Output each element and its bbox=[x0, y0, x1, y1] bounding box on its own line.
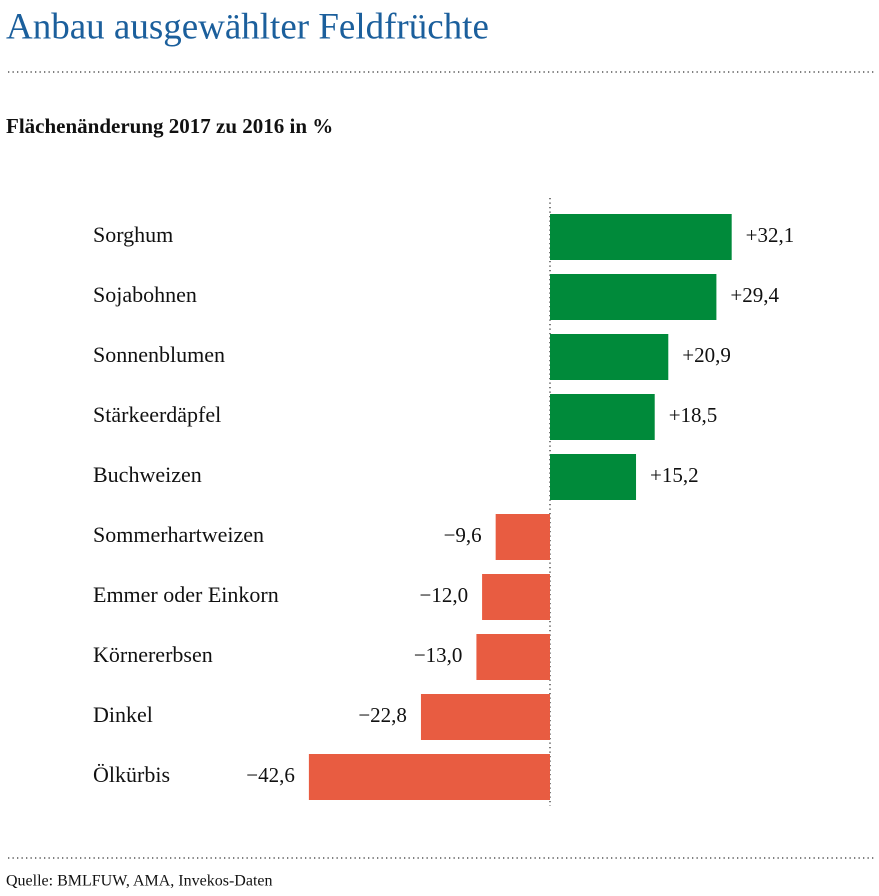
value-label: −12,0 bbox=[419, 583, 468, 607]
category-label: Emmer oder Einkorn bbox=[93, 582, 279, 607]
subtitle: Flächenänderung 2017 zu 2016 in % bbox=[6, 114, 333, 138]
bar bbox=[476, 634, 550, 680]
bar bbox=[495, 514, 550, 560]
value-label: +32,1 bbox=[746, 223, 795, 247]
bar bbox=[550, 454, 637, 500]
value-label: +29,4 bbox=[730, 283, 779, 307]
category-label: Stärkeerdäpfel bbox=[93, 402, 221, 427]
category-label: Sonnenblumen bbox=[93, 342, 225, 367]
category-label: Dinkel bbox=[93, 702, 153, 727]
value-label: −13,0 bbox=[414, 643, 463, 667]
category-label: Sommerhartweizen bbox=[93, 522, 264, 547]
bar bbox=[420, 694, 550, 740]
category-label: Ölkürbis bbox=[93, 762, 170, 787]
category-label: Buchweizen bbox=[93, 462, 202, 487]
bar bbox=[550, 214, 732, 260]
value-label: −9,6 bbox=[444, 523, 482, 547]
value-label: +20,9 bbox=[682, 343, 731, 367]
bar bbox=[482, 574, 550, 620]
bar bbox=[550, 394, 655, 440]
category-label: Sojabohnen bbox=[93, 282, 197, 307]
value-label: +18,5 bbox=[669, 403, 718, 427]
chart-title: Anbau ausgewählter Feldfrüchte bbox=[6, 6, 489, 47]
category-label: Sorghum bbox=[93, 222, 173, 247]
category-label: Körnererbsen bbox=[93, 642, 213, 667]
bar bbox=[550, 274, 717, 320]
value-label: +15,2 bbox=[650, 463, 699, 487]
value-label: −42,6 bbox=[246, 763, 295, 787]
bar bbox=[550, 334, 669, 380]
bar bbox=[308, 754, 550, 800]
value-label: −22,8 bbox=[358, 703, 407, 727]
source: Quelle: BMLFUW, AMA, Invekos-Daten bbox=[6, 873, 273, 890]
